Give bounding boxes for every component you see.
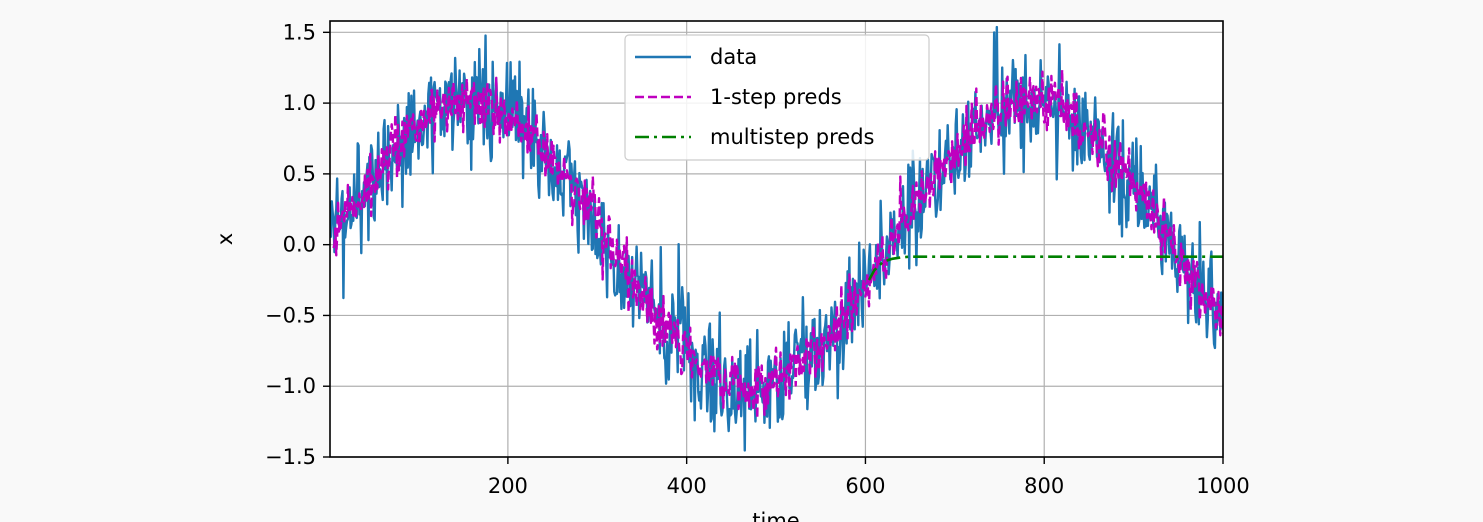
x-tick-label: 1000: [1196, 474, 1249, 498]
y-tick-label: −1.0: [265, 374, 316, 398]
series-layer: [330, 25, 1223, 452]
y-tick-label: 1.5: [283, 20, 316, 44]
series-multistep-preds-line: [867, 255, 1223, 281]
x-tick-label: 200: [488, 474, 528, 498]
x-axis: 200 400 600 800 1000: [488, 457, 1250, 498]
y-axis: −1.5 −1.0 −0.5 0.0 0.5 1.0 1.5: [265, 20, 330, 469]
legend: data 1-step preds multistep preds: [624, 34, 930, 161]
x-axis-label: time: [752, 509, 799, 522]
y-axis-label: x: [213, 233, 237, 245]
legend-label: 1-step preds: [710, 85, 842, 109]
y-tick-label: −1.5: [265, 445, 316, 469]
y-tick-label: 1.0: [283, 91, 316, 115]
x-tick-label: 600: [845, 474, 885, 498]
y-tick-label: 0.0: [283, 233, 316, 257]
legend-label: data: [710, 45, 757, 69]
x-tick-label: 800: [1024, 474, 1064, 498]
legend-box: [624, 34, 930, 161]
y-tick-label: 0.5: [283, 162, 316, 186]
series-1-step-preds-line: [332, 68, 1223, 420]
plot-frame: [329, 20, 1224, 458]
y-tick-label: −0.5: [265, 303, 316, 327]
legend-label: multistep preds: [710, 125, 874, 149]
x-tick-label: 400: [667, 474, 707, 498]
